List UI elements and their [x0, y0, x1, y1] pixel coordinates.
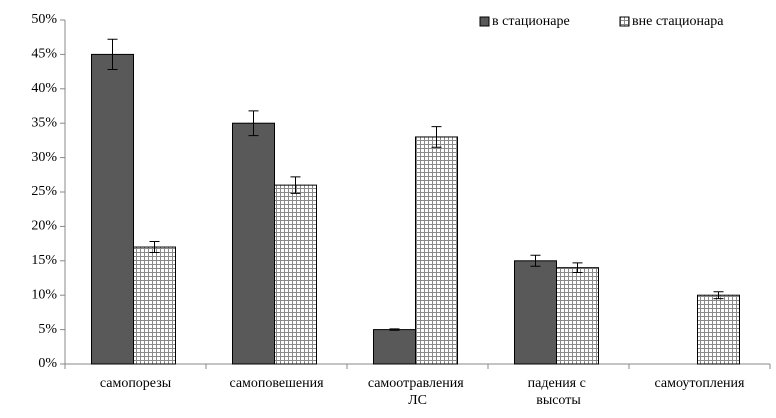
- y-tick-label: 50%: [31, 12, 57, 27]
- bar: [514, 260, 557, 365]
- y-tick-label: 35%: [31, 115, 57, 130]
- y-tick-label: 25%: [31, 184, 57, 199]
- y-tick-label: 0%: [38, 356, 57, 371]
- error-bar: [149, 241, 160, 254]
- y-tick-label: 5%: [38, 322, 57, 337]
- bar: [373, 329, 416, 365]
- x-tick-label: самоповешения: [229, 376, 324, 391]
- legend-swatch: [479, 16, 490, 27]
- error-bar: [431, 126, 442, 148]
- y-tick-label: 45%: [31, 47, 57, 62]
- bar: [232, 122, 275, 365]
- legend-swatch: [619, 16, 630, 27]
- error-bar: [248, 110, 259, 137]
- bar: [697, 294, 740, 365]
- legend-label: в стационаре: [492, 14, 570, 29]
- y-tick-label: 40%: [31, 81, 57, 96]
- y-tick-label: 15%: [31, 253, 57, 268]
- error-bar: [572, 262, 583, 273]
- x-tick-label: самоутопления: [655, 376, 746, 391]
- error-bar: [290, 176, 301, 194]
- error-bar: [713, 291, 724, 300]
- y-tick-label: 20%: [31, 219, 57, 234]
- y-tick-label: 30%: [31, 150, 57, 165]
- x-tick-label: самопорезы: [100, 376, 172, 391]
- x-tick-label: падения с высоты: [528, 376, 590, 408]
- y-tick-label: 10%: [31, 287, 57, 302]
- bar: [274, 184, 317, 365]
- error-bar: [530, 254, 541, 267]
- x-tick-label: самоотравления ЛС: [368, 376, 467, 408]
- error-bar: [389, 328, 400, 331]
- bar: [133, 246, 176, 365]
- bar: [91, 53, 134, 365]
- bar: [415, 136, 458, 365]
- legend-label: вне стационара: [632, 14, 724, 29]
- bar: [556, 267, 599, 365]
- error-bar: [107, 38, 118, 71]
